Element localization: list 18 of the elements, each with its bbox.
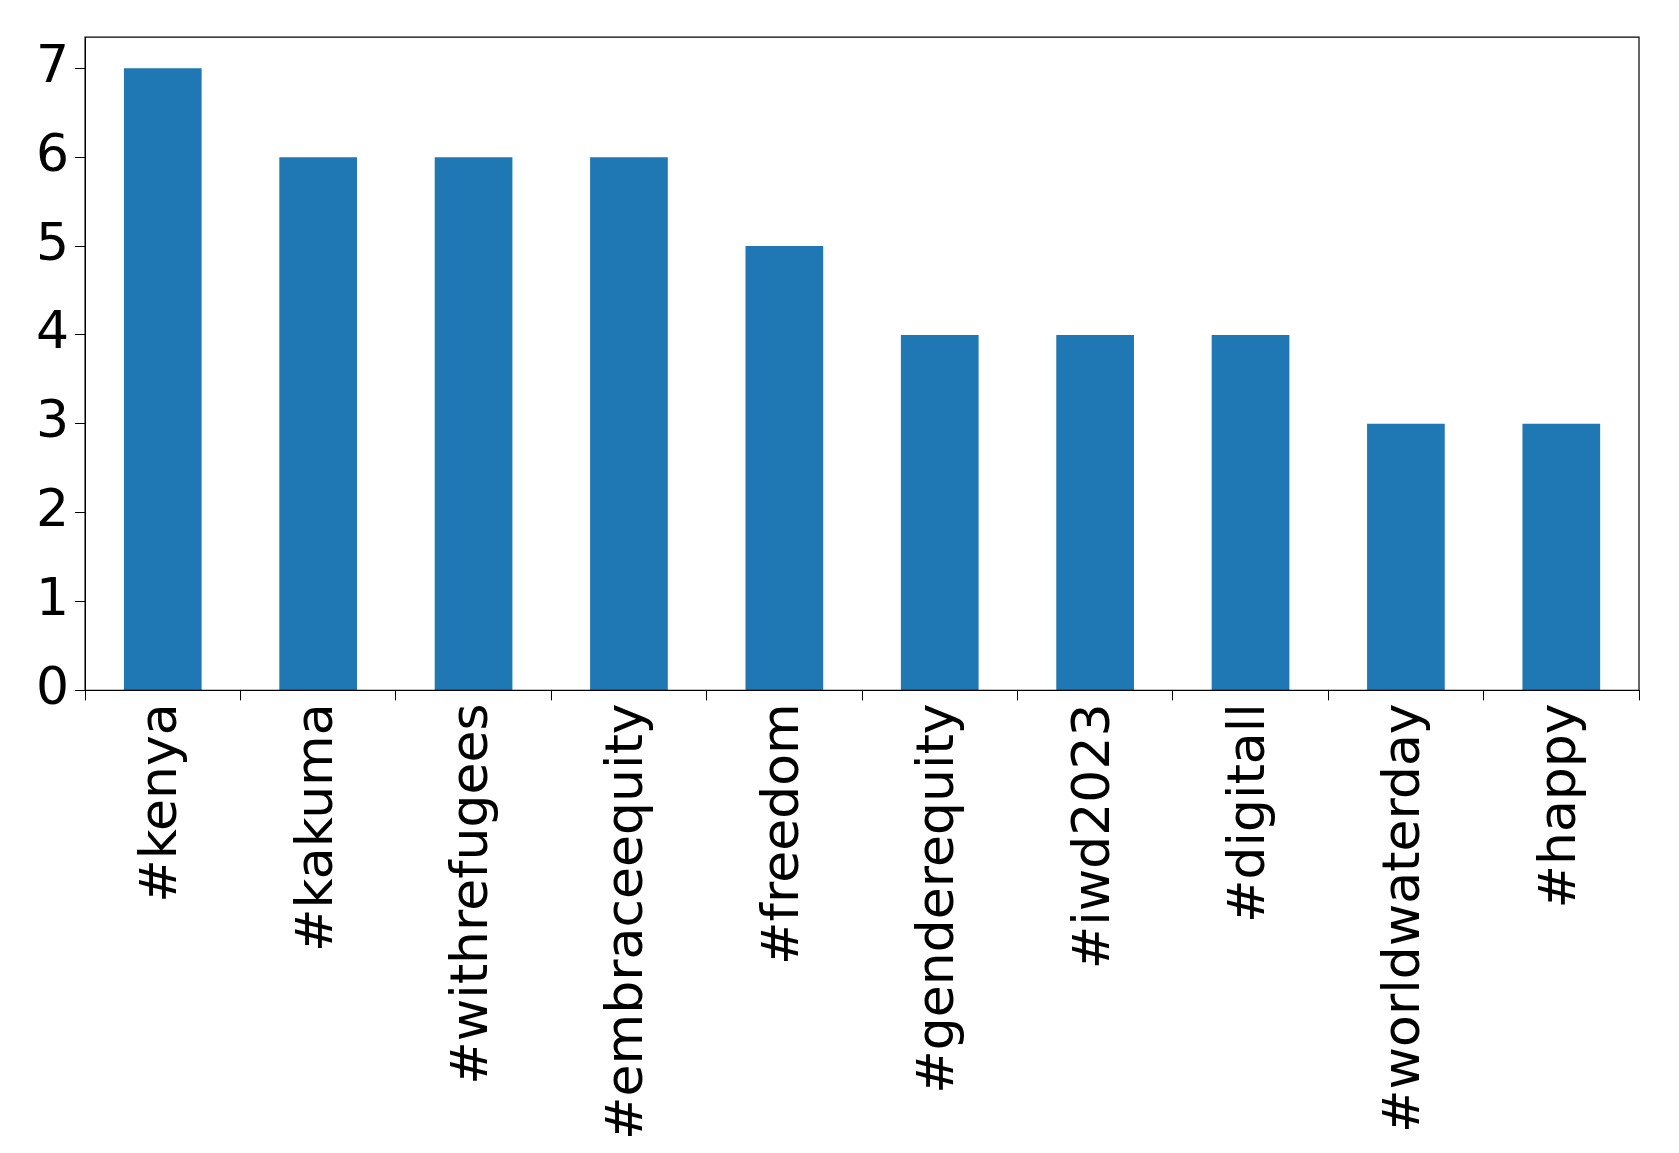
y-tick-label: 0 [35,655,70,716]
y-tick-label: 1 [35,567,70,628]
x-tick-label: #embraceequity [594,703,655,1141]
x-tick-label: #digitall [1216,703,1277,924]
y-tick-label: 4 [35,300,70,361]
y-tick-label: 2 [35,478,70,539]
x-tick-label: #worldwaterday [1371,703,1432,1134]
x-tick-label: #happy [1526,703,1587,909]
x-tick-label: #genderequity [905,703,966,1094]
x-tick-label: #freedom [749,703,810,965]
x-tick-label: #kenya [128,703,189,903]
x-tick-label: #iwd2023 [1060,703,1121,970]
x-tick-label: #withrefugees [439,703,500,1085]
y-tick-label: 7 [35,33,70,94]
y-tick-label: 5 [35,211,70,272]
y-tick-label: 3 [35,389,70,450]
x-tick-label: #kakuma [283,703,344,953]
y-tick-label: 6 [35,122,70,183]
